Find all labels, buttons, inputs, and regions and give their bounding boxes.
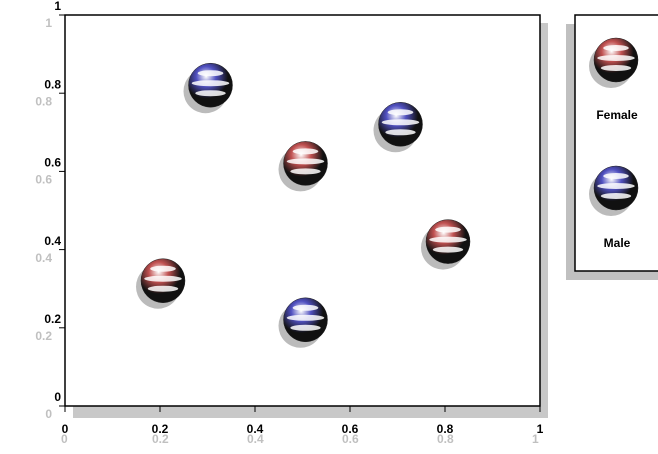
y-tick-shadow: 0.2 [35,329,52,343]
sphere-band [597,183,635,189]
sphere-band [293,305,319,311]
sphere-band [290,168,320,174]
sphere-band [382,119,420,125]
sphere-band [293,148,319,154]
x-tick-label: 0.2 [152,422,169,436]
x-tick-label: 1 [537,422,544,436]
sphere-band [388,109,414,115]
y-tick-shadow: 0.8 [35,94,52,108]
x-tick-label: 0 [62,422,69,436]
y-tick-label: 0.6 [44,156,61,170]
sphere-band [385,129,415,135]
sphere-band [290,325,320,331]
x-tick-label: 0.8 [437,422,454,436]
y-tick-label: 1 [54,0,61,13]
y-tick-shadow: 0.4 [35,251,52,265]
sphere-band [198,70,224,76]
y-tick-shadow: 0 [45,407,52,421]
sphere-band [601,193,631,199]
sphere-band [150,266,176,272]
y-tick-shadow: 0.6 [35,173,52,187]
x-tick-label: 0.6 [342,422,359,436]
sphere-band [597,55,635,61]
sphere-band [429,237,467,243]
legend-label: Male [604,236,631,250]
sphere-band [603,173,629,179]
sphere-band [192,80,230,86]
legend-label: Female [596,108,638,122]
y-tick-label: 0.2 [44,312,61,326]
sphere-band [603,45,629,51]
x-tick-label: 0.4 [247,422,264,436]
sphere-band [195,90,225,96]
sphere-band [144,276,182,282]
sphere-band [287,158,325,164]
sphere-band [433,247,463,253]
y-tick-label: 0.8 [44,77,61,91]
sphere-band [435,227,461,233]
y-tick-shadow: 1 [45,16,52,30]
y-tick-label: 0.4 [44,234,61,248]
y-tick-label: 0 [54,390,61,404]
chart: 000.20.20.40.40.60.60.80.811000.20.20.40… [0,0,658,449]
sphere-band [601,65,631,71]
sphere-band [287,315,325,321]
sphere-band [148,286,178,292]
